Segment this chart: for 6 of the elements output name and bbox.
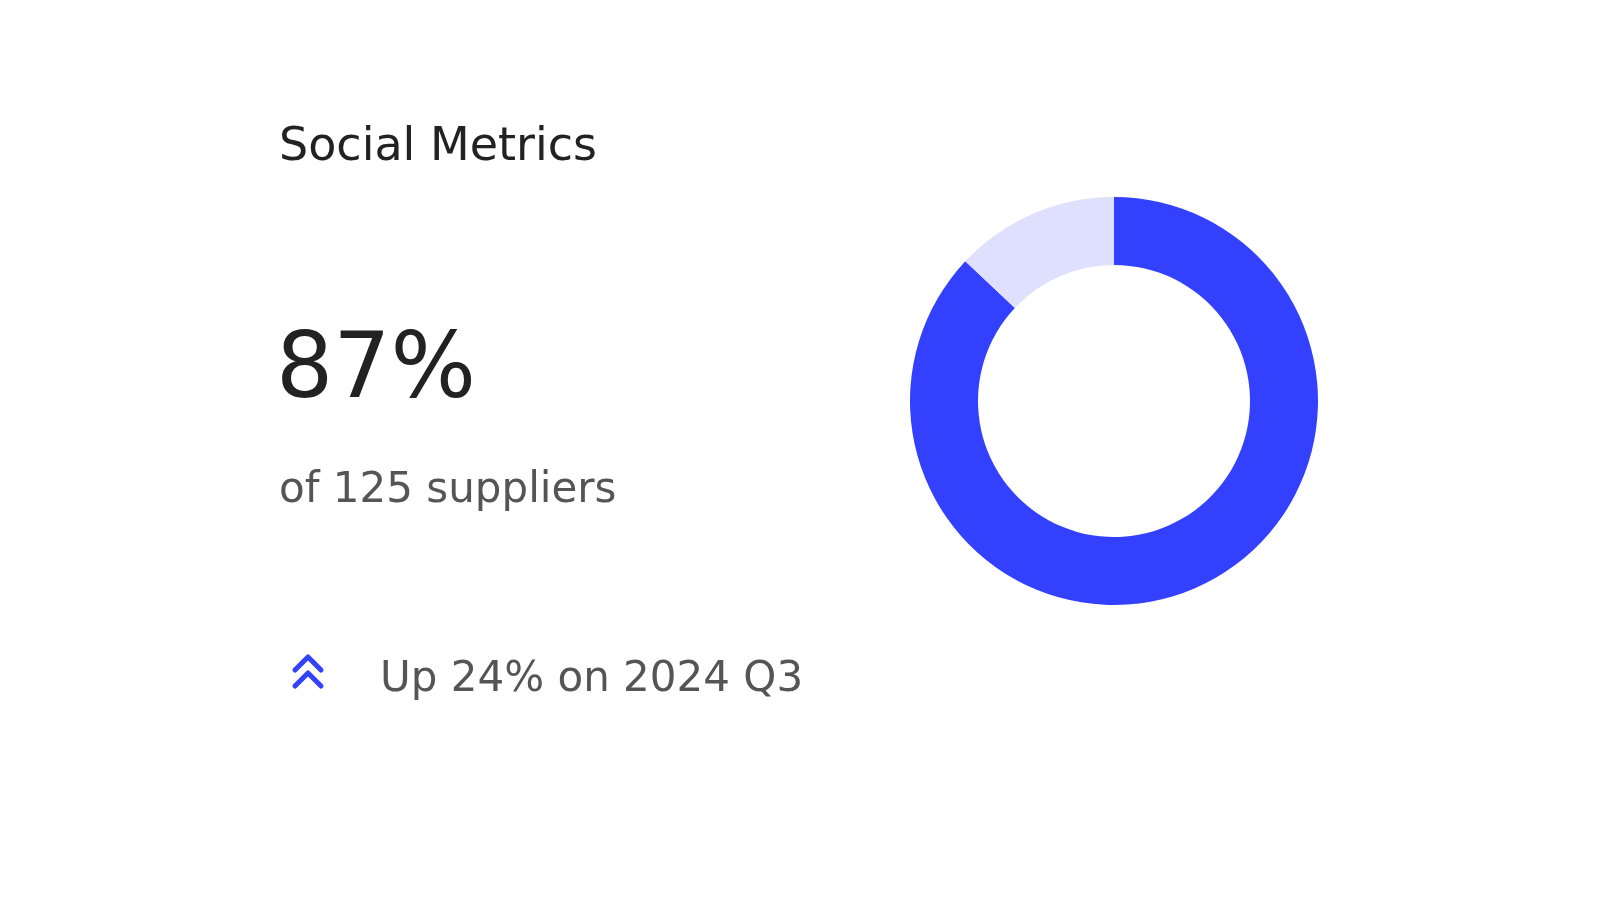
text: of 125 suppliers: [279, 463, 617, 512]
donut-slice: [910, 197, 1318, 605]
donut-slice: [965, 197, 1114, 308]
text: Up 24% on 2024 Q3: [380, 652, 804, 701]
text: 87%: [276, 313, 477, 418]
text: Social Metrics: [279, 117, 597, 171]
